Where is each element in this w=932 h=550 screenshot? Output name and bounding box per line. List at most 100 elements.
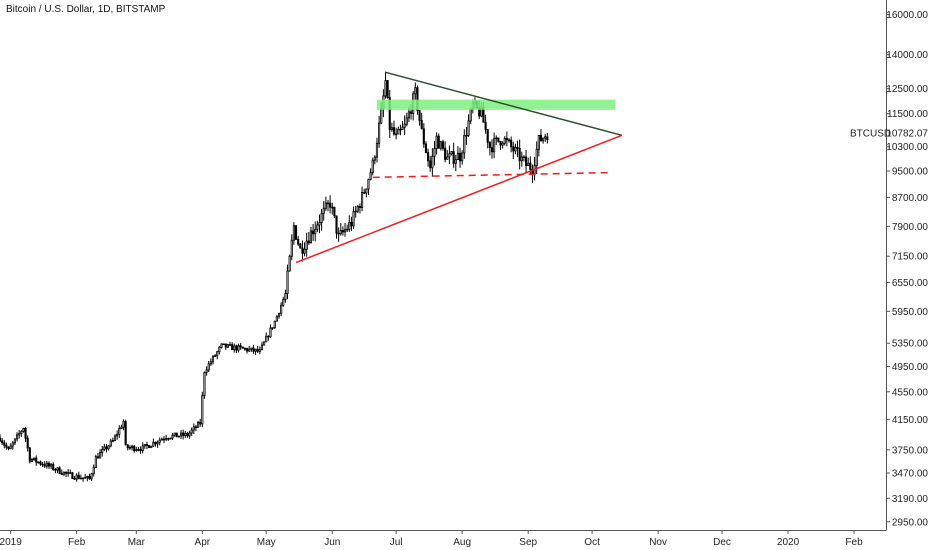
candle <box>182 429 185 440</box>
candle-body-up <box>113 435 117 441</box>
candle <box>461 150 464 165</box>
candle <box>241 346 244 349</box>
candle <box>454 154 457 172</box>
candle-body-down <box>69 472 72 474</box>
candle <box>346 224 349 232</box>
candle <box>292 222 295 245</box>
annotations-layer <box>295 71 623 264</box>
candle-body-down <box>124 421 127 446</box>
candle-body-up <box>271 327 274 329</box>
candle-body-up <box>463 135 466 154</box>
candle <box>190 427 193 436</box>
candle <box>194 424 197 432</box>
candle-body-up <box>214 355 217 357</box>
candle <box>173 432 176 437</box>
candle-body-down <box>39 461 42 465</box>
candle-body-up <box>15 434 19 440</box>
candle-body-up <box>369 172 372 180</box>
candle-body-down <box>497 137 500 142</box>
candle <box>363 188 366 195</box>
candle-body-down <box>47 462 51 467</box>
candle <box>367 178 370 195</box>
candle-body-down <box>395 133 398 136</box>
y-tick-label: 3750.00 <box>892 445 929 456</box>
candle-body-up <box>305 240 308 250</box>
candle <box>397 126 400 135</box>
candle-body-up <box>465 135 468 137</box>
candle <box>542 137 545 144</box>
resistance-zone[interactable] <box>376 99 616 110</box>
candle-body-up <box>286 270 289 294</box>
candle-body-down <box>60 472 63 475</box>
candle-body-up <box>179 432 183 437</box>
candle <box>277 312 281 319</box>
candle <box>50 462 53 469</box>
candle <box>184 430 187 438</box>
candle <box>456 146 459 161</box>
candle <box>13 438 16 445</box>
candle-body-up <box>165 438 168 440</box>
candle <box>527 157 530 166</box>
candle <box>207 361 210 373</box>
candle-body-down <box>88 476 91 480</box>
candle-body-down <box>228 344 232 346</box>
candle <box>488 141 491 156</box>
candle-body-up <box>356 206 359 212</box>
candle-body-up <box>448 153 451 158</box>
candle-body-up <box>292 225 295 241</box>
candle-body-up <box>101 448 104 454</box>
candle-body-down <box>5 444 8 448</box>
candle <box>58 466 61 474</box>
candles-layer <box>0 71 549 482</box>
candle-body-up <box>316 224 319 230</box>
symbol-label: BTCUSD <box>850 129 891 140</box>
candle <box>69 469 72 474</box>
candle-body-down <box>307 240 310 244</box>
candle <box>450 150 453 156</box>
candle <box>60 469 63 476</box>
candle-body-up <box>282 299 285 306</box>
candle-body-up <box>37 461 40 464</box>
candle <box>263 341 266 346</box>
candle-body-up <box>431 155 434 169</box>
descending-resistance-line[interactable] <box>385 71 623 137</box>
candle-body-up <box>390 127 393 131</box>
candle-body-down <box>312 230 315 235</box>
candle <box>156 440 159 448</box>
support-dashed-line[interactable] <box>372 171 612 179</box>
candle <box>537 134 540 157</box>
candle <box>9 443 12 450</box>
candle-body-up <box>277 312 281 317</box>
candle <box>301 240 304 262</box>
candle <box>205 366 208 376</box>
candle <box>484 114 487 134</box>
x-tick-label: 2020 <box>777 537 800 548</box>
candle-body-down <box>28 447 31 462</box>
candle-body-up <box>143 444 146 447</box>
x-tick-label: Apr <box>195 537 211 548</box>
candle <box>82 477 85 482</box>
candle <box>467 114 470 137</box>
candle <box>192 423 195 434</box>
candle-body-down <box>58 467 61 474</box>
ascending-support-line[interactable] <box>295 134 623 264</box>
candle <box>493 132 496 159</box>
candle <box>22 427 25 433</box>
candle-body-up <box>62 471 65 475</box>
candle <box>148 444 151 449</box>
candle-body-up <box>111 440 114 442</box>
candle <box>337 227 340 242</box>
candle-body-up <box>288 255 291 272</box>
candle <box>348 215 351 232</box>
candle-body-up <box>20 431 23 435</box>
candle-body-up <box>365 188 368 194</box>
candle <box>122 419 125 431</box>
candle-body-down <box>525 156 528 166</box>
candle-body-down <box>252 347 255 352</box>
candle <box>378 115 381 148</box>
candle <box>510 136 513 153</box>
candle <box>141 442 144 454</box>
y-tick-label: 7150.00 <box>892 252 929 263</box>
candle <box>43 461 46 468</box>
